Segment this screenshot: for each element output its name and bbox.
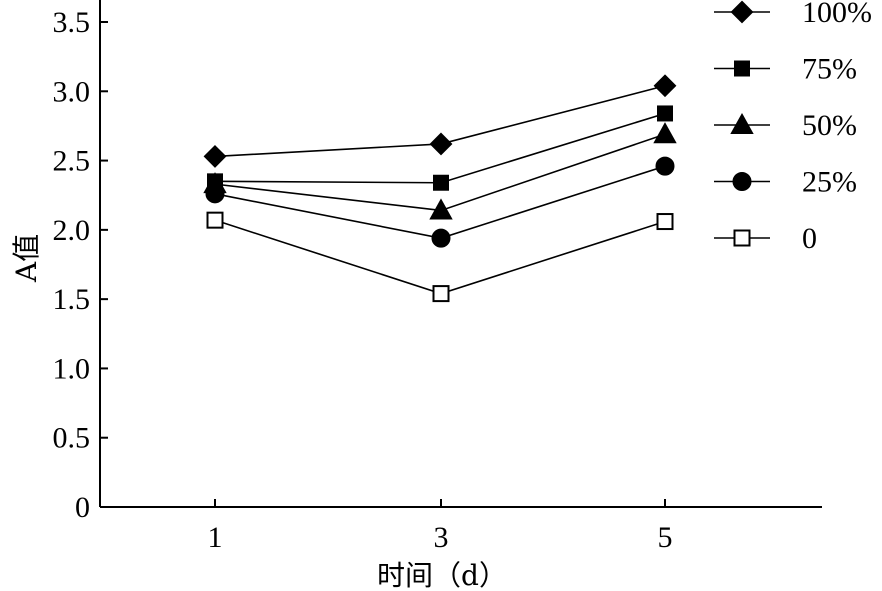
x-tick-label: 1 [208,521,223,554]
data-point [432,285,450,303]
data-point [431,228,451,248]
data-point [653,122,677,144]
y-tick-label: 1.5 [53,283,91,316]
legend-label: 75% [802,53,857,86]
legend-item: 100% [714,0,872,29]
y-tick-label: 1.0 [53,352,91,385]
data-point [653,74,677,98]
y-tick-label: 2.0 [53,214,91,247]
series-2 [203,122,677,220]
legend-label: 0 [802,222,817,255]
y-tick-label: 3.0 [53,75,91,108]
x-tick-label: 3 [434,521,449,554]
x-axis-label: 时间（d） [377,559,507,591]
legend-item: 25% [714,166,857,199]
series-3 [205,156,675,248]
legend-label: 50% [802,109,857,142]
legend-item: 0 [714,222,817,255]
data-point [429,198,453,220]
legend: 100% 75% 50% 25% 0 [714,0,872,255]
data-point [433,174,449,191]
y-tick-label: 2.5 [53,145,91,178]
y-tick-label: 0 [75,491,90,524]
data-point [656,213,674,231]
data-point [203,145,227,168]
legend-marker [730,0,754,24]
legend-marker [734,60,750,77]
y-tick-label: 0.5 [53,422,91,455]
series-layer [203,74,677,303]
legend-label: 25% [802,166,857,199]
y-tick-label: 3.5 [53,6,91,39]
series-4 [206,211,674,303]
data-point [655,156,675,176]
legend-marker [730,112,754,134]
y-axis-label: A值 [10,234,43,283]
series-0 [203,74,677,168]
data-point [429,132,453,156]
legend-label: 100% [802,0,872,29]
axes: 0 0.5 1.0 1.5 2.0 2.5 3.0 3.5 1 3 5 [53,0,822,554]
x-tick-label: 5 [658,521,673,554]
data-point [205,184,225,204]
data-point [657,105,673,122]
data-point [206,211,224,229]
legend-item: 50% [714,109,857,142]
legend-marker [732,172,752,191]
legend-marker [733,229,751,247]
legend-item: 75% [714,53,857,86]
